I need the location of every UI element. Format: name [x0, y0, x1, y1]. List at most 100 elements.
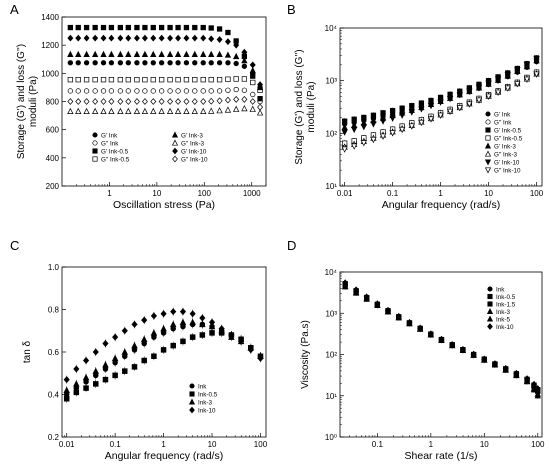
data-point — [125, 107, 132, 115]
legend-label: Ink-1.5 — [496, 301, 516, 308]
data-point — [100, 24, 107, 31]
data-point — [75, 77, 81, 83]
data-point — [141, 98, 148, 105]
y-tick-label: 10³ — [325, 77, 337, 86]
data-point — [200, 77, 206, 83]
y-tick-label: 10² — [325, 351, 337, 360]
data-point — [117, 60, 124, 66]
data-point — [233, 86, 239, 93]
data-point — [351, 126, 358, 134]
data-point — [446, 108, 454, 116]
data-point — [250, 79, 256, 86]
data-point — [257, 81, 264, 89]
x-tick-label: 100 — [254, 440, 268, 449]
data-point — [82, 356, 90, 365]
y-tick-label: 10⁴ — [325, 24, 338, 33]
data-point — [189, 310, 196, 318]
data-point — [133, 34, 140, 42]
data-point — [249, 98, 256, 105]
data-point — [133, 107, 141, 115]
data-point — [199, 332, 206, 338]
data-point — [238, 337, 245, 345]
data-point — [191, 98, 198, 105]
x-tick-label: 0.01 — [59, 440, 75, 449]
series-8 — [341, 71, 540, 153]
data-point — [141, 357, 147, 364]
data-point — [175, 60, 181, 66]
data-point — [100, 34, 107, 42]
data-point — [218, 325, 225, 333]
data-point — [150, 50, 157, 57]
data-point — [175, 24, 181, 31]
data-point — [342, 283, 349, 290]
data-point — [417, 324, 424, 332]
data-point — [92, 88, 98, 94]
legend-label: G' Ink-10 — [181, 148, 207, 155]
data-point — [91, 50, 99, 57]
data-point — [224, 106, 232, 113]
x-tick-label: 0.1 — [387, 189, 399, 198]
series-5 — [67, 50, 264, 91]
data-point — [385, 306, 391, 314]
data-point — [427, 116, 435, 123]
data-point — [257, 103, 264, 111]
data-point — [83, 50, 90, 57]
x-tick-label: 1 — [429, 440, 434, 449]
data-point — [408, 123, 415, 130]
data-point — [158, 98, 165, 105]
data-point — [459, 345, 466, 353]
data-point — [93, 381, 99, 387]
y-tick-label: 400 — [46, 154, 60, 163]
data-point — [108, 50, 115, 57]
legend-marker — [487, 301, 493, 307]
x-axis-label: Angular frequency (rad/s) — [105, 450, 223, 462]
data-point — [191, 50, 198, 57]
data-point — [75, 88, 81, 94]
data-point — [192, 88, 198, 94]
x-tick-label: 0.1 — [110, 440, 122, 449]
data-point — [427, 330, 434, 338]
legend-marker — [486, 315, 494, 322]
y-tick-label: 0.2 — [48, 433, 60, 442]
data-point — [341, 118, 348, 124]
legend-marker — [485, 119, 491, 125]
data-point — [225, 76, 231, 82]
data-point — [216, 88, 223, 94]
data-point — [456, 105, 463, 112]
x-tick-label: 0.01 — [337, 189, 353, 198]
data-point — [502, 364, 509, 372]
legend-label: G' Ink-3 — [181, 132, 203, 139]
data-point — [117, 24, 124, 31]
data-point — [208, 60, 214, 66]
data-point — [167, 88, 173, 94]
data-point — [134, 60, 140, 66]
data-point — [150, 34, 157, 42]
data-point — [360, 124, 367, 131]
y-tick-label: 10⁴ — [325, 268, 338, 277]
data-point — [108, 24, 115, 31]
data-point — [200, 88, 206, 94]
legend-marker — [486, 308, 494, 315]
data-point — [225, 60, 231, 66]
data-point — [91, 107, 99, 115]
data-point — [353, 286, 360, 294]
data-point — [175, 34, 182, 42]
data-point — [170, 342, 176, 349]
legend-label: Ink-5 — [496, 316, 510, 323]
data-point — [379, 118, 387, 125]
data-point — [250, 91, 256, 98]
data-point — [100, 77, 107, 83]
legend-label: Ink-0.5 — [496, 294, 516, 301]
data-point — [121, 327, 128, 335]
data-point — [112, 333, 119, 341]
data-point — [125, 98, 132, 105]
data-point — [466, 88, 473, 95]
y-tick-label: 800 — [46, 98, 60, 107]
data-point — [216, 97, 223, 105]
data-point — [225, 87, 231, 93]
y-tick-label: 0.4 — [48, 391, 60, 400]
data-point — [83, 385, 89, 391]
data-point — [125, 88, 131, 94]
data-point — [247, 346, 254, 354]
data-point — [183, 50, 190, 57]
